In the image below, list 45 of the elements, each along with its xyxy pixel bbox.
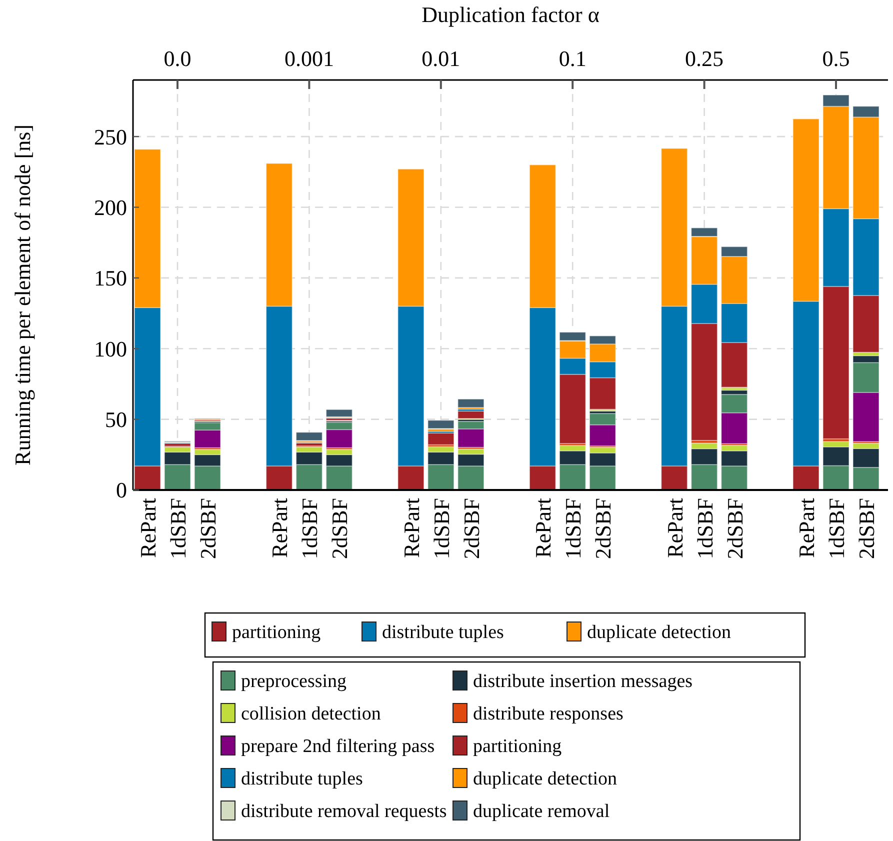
legend-label: partitioning bbox=[473, 736, 562, 757]
text: 0.0 bbox=[164, 46, 192, 71]
text: 0.25 bbox=[685, 46, 724, 71]
y-tick-label: 150 bbox=[94, 266, 127, 291]
text: 0.001 bbox=[284, 46, 334, 71]
x-tick-label: 2dSBF bbox=[327, 498, 352, 560]
x-tick-label: 1dSBF bbox=[692, 498, 718, 560]
legend-label: duplicate detection bbox=[473, 768, 618, 790]
x-tick-label: RePart bbox=[136, 498, 160, 558]
y-tick-label: 50 bbox=[105, 407, 127, 432]
legend-label: prepare 2nd filtering pass bbox=[241, 736, 435, 757]
x-tick-label: 2dSBF bbox=[590, 498, 616, 560]
y-tick-label: 0 bbox=[116, 478, 127, 503]
x-tick-label: 1dSBF bbox=[428, 498, 454, 560]
legend-label: duplicate detection bbox=[587, 622, 732, 643]
x-tick-label: RePart bbox=[267, 498, 292, 558]
x-tick-label: RePart bbox=[530, 498, 556, 558]
text: 0.5 bbox=[822, 46, 850, 71]
x-tick-label: RePart bbox=[662, 498, 688, 558]
x-tick-label: 1dSBF bbox=[297, 498, 322, 560]
legend-label: distribute tuples bbox=[241, 768, 363, 790]
y-tick-label: 200 bbox=[94, 194, 127, 220]
y-tick-label: 100 bbox=[94, 336, 127, 362]
x-tick-label: RePart bbox=[794, 498, 819, 558]
legend-label: collision detection bbox=[241, 704, 382, 724]
x-tick-label: 2dSBF bbox=[196, 498, 220, 560]
x-tick-label: 1dSBF bbox=[166, 498, 190, 560]
legend-label: distribute removal requests bbox=[241, 801, 447, 822]
x-tick-label: 1dSBF bbox=[824, 498, 849, 560]
y-axis-title: Running time per element of node [ns] bbox=[10, 124, 35, 466]
x-tick-label: 2dSBF bbox=[854, 498, 879, 560]
x-tick-label: 2dSBF bbox=[722, 498, 748, 560]
legend-label: partitioning bbox=[232, 622, 322, 643]
legend-label: distribute insertion messages bbox=[473, 671, 693, 692]
x-tick-label: 2dSBF bbox=[458, 498, 484, 560]
text: 0.01 bbox=[422, 46, 460, 71]
x-tick-label: 1dSBF bbox=[560, 498, 586, 560]
text: 0.1 bbox=[558, 46, 586, 71]
legend-label: distribute responses bbox=[473, 704, 624, 724]
legend-label: preprocessing bbox=[241, 671, 348, 692]
legend-label: duplicate removal bbox=[473, 801, 610, 822]
legend-label: distribute tuples bbox=[382, 622, 504, 643]
y-tick-label: 250 bbox=[94, 124, 127, 150]
x-tick-label: RePart bbox=[398, 498, 424, 558]
x2-axis-title: Duplication factor α bbox=[422, 2, 600, 27]
